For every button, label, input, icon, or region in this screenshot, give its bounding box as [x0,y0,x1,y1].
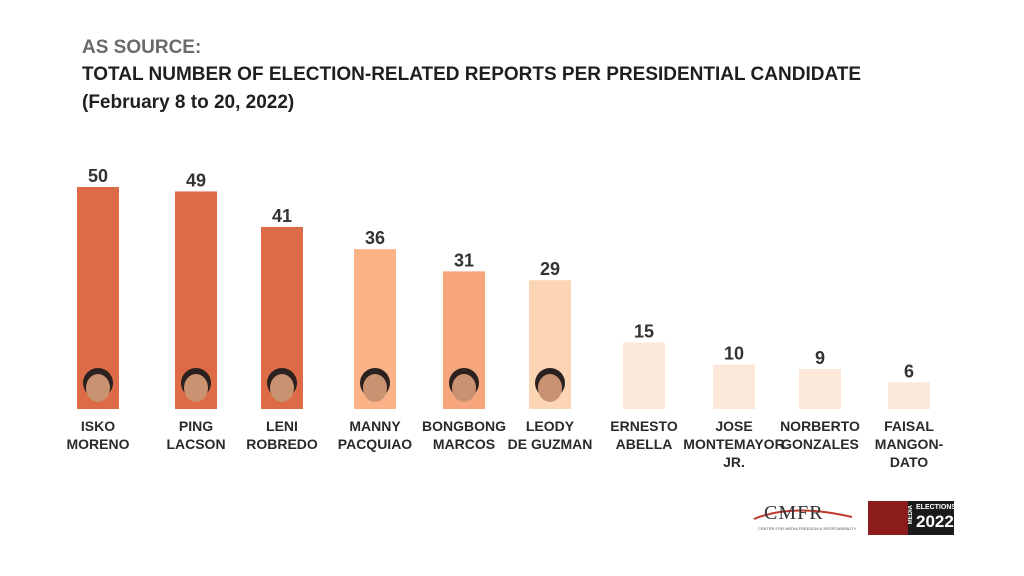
candidate-photo-4 [449,368,479,402]
chart-subtitle: (February 8 to 20, 2022) [82,92,295,113]
bar-9 [888,382,930,409]
category-label-1: PING LACSON [166,418,226,452]
candidate-photo-0 [83,368,113,402]
data-label-7: 10 [724,344,744,364]
header-source-label: AS SOURCE: [82,37,202,58]
category-label-0: ISKO MORENO [66,418,130,452]
candidate-photo-1 [181,368,211,402]
category-label-6: ERNESTO ABELLA [610,418,678,452]
elections-label: ELECTIONS [916,504,957,511]
candidate-photo-3 [360,368,390,402]
category-label-8: NORBERTO GONZALES [780,418,860,452]
data-label-1: 49 [186,170,206,190]
category-label-7: JOSE MONTEMAYOR JR. [683,418,785,470]
data-label-9: 6 [904,361,914,381]
cmfr-logo: CMFR CENTER FOR MEDIA FREEDOM & RESPONSI… [752,501,856,535]
media-label: MEDIA [908,505,914,525]
candidate-photo-5 [535,368,565,402]
category-label-3: MANNY PACQUIAO [337,418,413,452]
data-label-2: 41 [272,206,292,226]
category-label-9: FAISAL MANGON- DATO [874,418,944,470]
chart-title: TOTAL NUMBER OF ELECTION-RELATED REPORTS… [82,64,862,85]
data-label-5: 29 [540,259,560,279]
cmfr-logo-subtext: CENTER FOR MEDIA FREEDOM & RESPONSIBILIT… [758,526,857,531]
bar-7 [713,364,755,409]
data-label-8: 9 [815,348,825,368]
candidate-photo-2 [267,368,297,402]
bar-8 [799,369,841,409]
data-label-6: 15 [634,321,654,341]
data-label-4: 31 [454,250,474,270]
logos: CMFR CENTER FOR MEDIA FREEDOM & RESPONSI… [752,501,962,535]
year-label: 2022 [916,512,954,531]
bar-6 [623,342,665,409]
category-label-5: LEODY DE GUZMAN [507,418,593,452]
category-label-2: LENI ROBREDO [246,418,318,452]
category-label-4: BONGBONG MARCOS [422,418,506,452]
data-label-0: 50 [88,166,108,186]
data-label-3: 36 [365,228,385,248]
cmfr-logo-text: CMFR [764,502,824,524]
media-elections-2022-logo: MEDIA ELECTIONS 2022 [868,501,957,535]
